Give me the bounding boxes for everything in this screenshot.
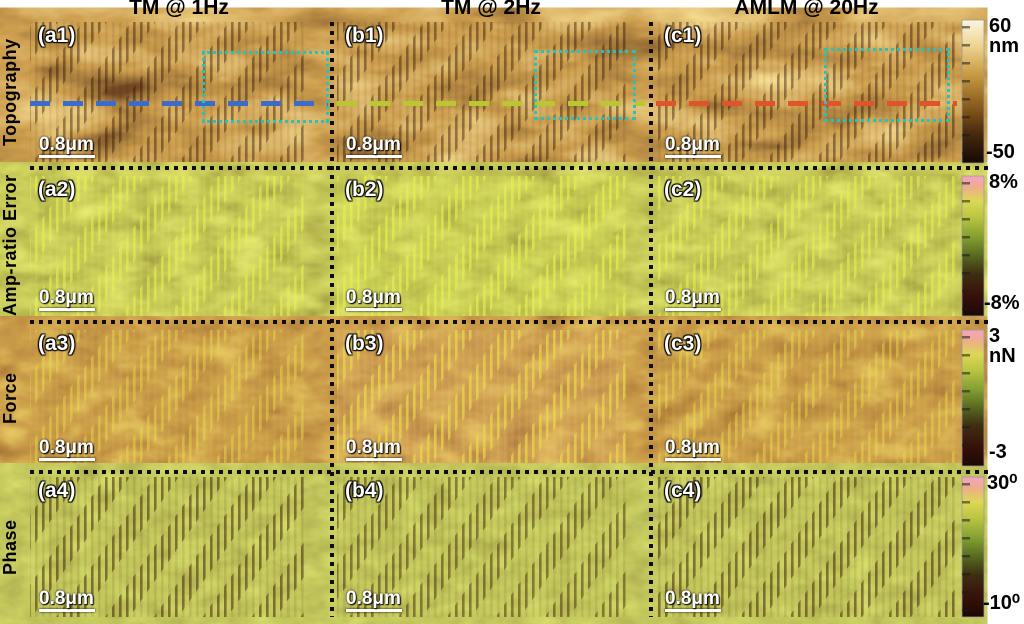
- colorbar-max-value: 8%: [989, 171, 1018, 193]
- scale-bar-label: 0.8μm: [346, 287, 401, 308]
- panel-c3: (c3) 0.8μm: [656, 330, 957, 466]
- colorbar-max-value: 60: [989, 15, 1012, 37]
- panel-c2: (c2) 0.8μm: [656, 176, 957, 316]
- scale-bar-rule: [346, 155, 402, 158]
- panel-c4: (c4) 0.8μm: [656, 477, 957, 617]
- colorbar-max-label-force: 3 nN: [989, 326, 1016, 366]
- scale-bar: 0.8μm: [39, 135, 95, 158]
- scale-bar-label: 0.8μm: [346, 437, 401, 458]
- scale-bar-rule: [346, 458, 402, 461]
- scale-bar: 0.8μm: [346, 438, 402, 461]
- scale-bar-label: 0.8μm: [346, 588, 401, 609]
- panel-c1: (c1) 0.8μm: [656, 22, 957, 163]
- row-separator: [30, 470, 988, 474]
- column-header-tm-1hz: TM @ 1Hz: [129, 0, 229, 19]
- panel-label: (a3): [38, 332, 76, 355]
- column-separator: [330, 22, 334, 617]
- colorbar-max-label-topography: 60 nm: [989, 16, 1019, 56]
- panel-label: (c1): [664, 24, 702, 47]
- scale-bar-label: 0.8μm: [39, 437, 94, 458]
- scan-line-green: [337, 101, 645, 106]
- scale-bar-label: 0.8μm: [665, 287, 720, 308]
- scale-bar-label: 0.8μm: [39, 134, 94, 155]
- colorbar-min-label-force: -3: [989, 441, 1007, 463]
- panel-label: (a2): [38, 178, 76, 201]
- scale-bar-rule: [346, 609, 402, 612]
- scale-bar-rule: [665, 609, 721, 612]
- panel-b2: (b2) 0.8μm: [337, 176, 645, 316]
- roi-box: [534, 50, 636, 120]
- scale-bar: 0.8μm: [346, 589, 402, 612]
- scale-bar-label: 0.8μm: [665, 134, 720, 155]
- colorbar-unit: nm: [989, 35, 1019, 57]
- colorbar-max-label-phase: 30⁰: [987, 473, 1017, 493]
- panel-a4: (a4) 0.8μm: [30, 477, 328, 617]
- scale-bar: 0.8μm: [39, 288, 95, 311]
- panel-label: (a1): [38, 24, 76, 47]
- scale-bar-label: 0.8μm: [39, 287, 94, 308]
- scale-bar-rule: [665, 155, 721, 158]
- colorbar-min-label-phase: -10⁰: [983, 592, 1020, 614]
- scale-bar-rule: [39, 458, 95, 461]
- roi-box: [202, 51, 329, 123]
- scale-bar-label: 0.8μm: [665, 437, 720, 458]
- scale-bar-rule: [665, 458, 721, 461]
- panel-label: (b3): [345, 332, 384, 355]
- panel-b1: (b1) 0.8μm: [337, 22, 645, 163]
- column-header-amlm-20hz: AMLM @ 20Hz: [734, 0, 879, 19]
- panel-b3: (b3) 0.8μm: [337, 330, 645, 466]
- panel-label: (c3): [664, 332, 702, 355]
- row-separator: [30, 166, 988, 170]
- colorbar-max-label-amp-ratio: 8%: [989, 172, 1018, 192]
- scale-bar-label: 0.8μm: [665, 588, 720, 609]
- panel-a3: (a3) 0.8μm: [30, 330, 328, 466]
- scale-bar: 0.8μm: [346, 288, 402, 311]
- scale-bar: 0.8μm: [665, 135, 721, 158]
- scale-bar: 0.8μm: [346, 135, 402, 158]
- scale-bar: 0.8μm: [39, 589, 95, 612]
- panel-b4: (b4) 0.8μm: [337, 477, 645, 617]
- row-label-phase: Phase: [0, 519, 20, 575]
- panel-a2: (a2) 0.8μm: [30, 176, 328, 316]
- scale-bar-rule: [346, 308, 402, 311]
- colorbar-min-label-topography: -50: [986, 141, 1015, 163]
- panel-a1: (a1) 0.8μm: [30, 22, 329, 163]
- panel-label: (b2): [345, 178, 384, 201]
- row-label-topography: Topography: [0, 38, 20, 147]
- colorbar-max-value: 30⁰: [987, 472, 1018, 494]
- scan-line-orange: [656, 101, 957, 106]
- row-label-force: Force: [0, 372, 20, 424]
- scale-bar-rule: [39, 308, 95, 311]
- panel-label: (b4): [345, 479, 384, 502]
- roi-box: [824, 48, 950, 122]
- scale-bar-rule: [39, 609, 95, 612]
- colorbar-max-value: 3: [989, 325, 1001, 347]
- scan-line-blue: [30, 101, 328, 106]
- scale-bar: 0.8μm: [665, 589, 721, 612]
- scale-bar: 0.8μm: [665, 438, 721, 461]
- row-separator: [30, 320, 988, 324]
- column-header-tm-2hz: TM @ 2Hz: [441, 0, 541, 19]
- scale-bar-label: 0.8μm: [346, 134, 401, 155]
- colorbar-min-label-amp-ratio: -8%: [984, 292, 1020, 314]
- column-separator: [649, 22, 653, 617]
- scale-bar-rule: [665, 308, 721, 311]
- panel-label: (b1): [345, 24, 384, 47]
- panel-label: (c2): [664, 178, 702, 201]
- colorbar-unit: nN: [989, 345, 1016, 367]
- scale-bar: 0.8μm: [665, 288, 721, 311]
- panel-label: (a4): [38, 479, 76, 502]
- panel-label: (c4): [664, 479, 702, 502]
- scale-bar: 0.8μm: [39, 438, 95, 461]
- row-label-amp-ratio-error: Amp-ratio Error: [0, 174, 20, 317]
- scale-bar-label: 0.8μm: [39, 588, 94, 609]
- scale-bar-rule: [39, 155, 95, 158]
